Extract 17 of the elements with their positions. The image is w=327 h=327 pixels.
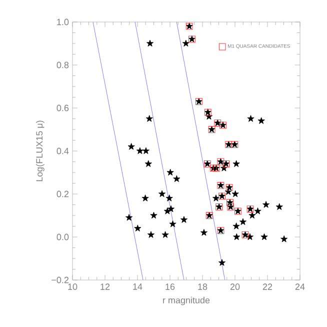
y-axis-title: Log(FLUX15 μ)	[36, 120, 44, 182]
y-tick-label: 0.0	[56, 234, 69, 240]
x-tick-label: 22	[262, 284, 272, 290]
y-tick-label: 0.2	[56, 190, 69, 198]
x-tick-label: 20	[230, 284, 240, 290]
x-tick-label: 18	[198, 284, 208, 290]
x-axis-title: r magnitude	[163, 296, 210, 306]
x-tick-label: 24	[295, 284, 305, 290]
x-tick-label: 14	[133, 284, 142, 290]
x-tick-label: 16	[166, 284, 175, 290]
y-tick-label: 0.8	[56, 62, 69, 68]
y-tick-label: 1.0	[57, 18, 69, 26]
x-tick-label: 12	[100, 284, 110, 290]
y-tick-label: 0.6	[56, 104, 69, 112]
y-tick-label: −0.2	[52, 276, 69, 284]
y-tick-label: 0.4	[56, 148, 69, 154]
x-tick-label: 10	[68, 284, 78, 290]
